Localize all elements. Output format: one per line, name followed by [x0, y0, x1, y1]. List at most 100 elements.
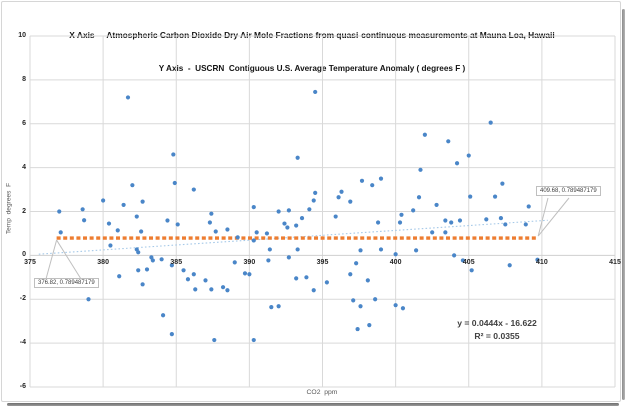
scatter-point [378, 247, 384, 252]
scatter-point [299, 215, 305, 221]
y-tick-label: 0 [22, 251, 26, 259]
callout-left-leader [56, 239, 82, 280]
scatter-point [498, 215, 504, 221]
scatter-point [313, 89, 318, 95]
scatter-point [460, 258, 465, 263]
scatter-point [254, 230, 259, 235]
scatter-point [212, 337, 217, 343]
scatter-point [171, 152, 176, 157]
scatter-point [526, 204, 531, 209]
scatter-point [193, 287, 198, 292]
scatter-point [535, 257, 540, 262]
scatter-point [251, 337, 256, 343]
scatter-point [267, 247, 272, 252]
scatter-point [378, 176, 384, 181]
scatter-point [165, 218, 170, 223]
scatter-point [251, 238, 256, 243]
scatter-point [139, 229, 144, 234]
scatter-point [125, 95, 131, 100]
scatter-point [452, 253, 457, 258]
scatter-point [294, 223, 299, 228]
trendline [38, 219, 548, 255]
callout-right-leader [537, 197, 549, 237]
scatter-point [468, 194, 473, 199]
scatter-point [333, 214, 338, 219]
x-tick-label: 410 [536, 259, 548, 267]
scatter-point [150, 258, 155, 263]
y-tick-label: 2 [22, 207, 26, 215]
scatter-point [106, 221, 112, 226]
scatter-point [209, 287, 214, 292]
scatter-point [220, 285, 226, 290]
scatter-point [354, 261, 359, 266]
plot-area [29, 35, 616, 388]
scatter-point [57, 209, 62, 214]
scatter-point [209, 211, 214, 216]
scatter-point [191, 272, 196, 277]
scatter-point [324, 280, 329, 285]
scatter-point [500, 181, 505, 186]
scatter-point [247, 272, 252, 277]
scatter-point [285, 225, 290, 230]
scatter-point [225, 227, 230, 232]
scatter-point [311, 288, 316, 293]
scatter-point [144, 267, 150, 272]
x-axis-title: CO2 ppm [306, 389, 338, 396]
scatter-point [375, 220, 381, 225]
scatter-point [160, 313, 166, 318]
scatter-point [276, 304, 281, 309]
scatter-point [422, 132, 427, 137]
scatter-point [115, 228, 120, 233]
scatter-point [251, 205, 256, 210]
scatter-point [351, 298, 356, 303]
scatter-point [276, 209, 281, 214]
scatter-point [58, 230, 63, 235]
scatter-point [411, 208, 416, 213]
trendline-equation: y = 0.0444x - 16.622 R² = 0.0355 [430, 317, 564, 343]
scatter-point [295, 247, 300, 252]
frame-shadow-bottom [7, 403, 619, 406]
scatter-point [121, 202, 126, 208]
y-tick-label: 6 [22, 119, 26, 127]
scatter-point [414, 248, 419, 253]
scatter-point [295, 155, 300, 160]
scatter-point [235, 235, 240, 240]
scatter-point [307, 207, 312, 212]
scatter-point [365, 278, 370, 283]
x-tick-label: 400 [389, 259, 402, 267]
scatter-point [367, 323, 372, 328]
scatter-point [446, 139, 451, 144]
scatter-point [286, 208, 291, 213]
scatter-point [393, 303, 398, 308]
scatter-point [181, 268, 186, 273]
x-tick-label: 390 [243, 259, 256, 267]
x-tick-label: 375 [24, 259, 36, 267]
scatter-point [101, 198, 106, 203]
scatter-point [266, 258, 271, 263]
scatter-point [130, 183, 135, 188]
scatter-point [523, 222, 528, 227]
scatter-point [225, 288, 230, 293]
scatter-point [348, 199, 353, 204]
scatter-point [213, 229, 218, 234]
scatter-point [134, 214, 139, 219]
scatter-point [359, 178, 365, 183]
data-label-callout-right: 409.68, 0.789487179 [536, 186, 601, 196]
scatter-point [80, 207, 85, 212]
frame-shadow-right [622, 9, 625, 400]
scatter-point [370, 183, 375, 188]
scatter-point [242, 271, 248, 276]
scatter-point [449, 220, 454, 225]
y-tick-label: 10 [18, 32, 26, 39]
scatter-point [86, 297, 91, 302]
scatter-point [286, 255, 291, 260]
scatter-point [140, 199, 145, 204]
y-tick-label: 8 [22, 75, 26, 83]
callout-right-leader [537, 197, 570, 237]
scatter-point [503, 222, 508, 227]
x-tick-label: 380 [97, 259, 109, 267]
scatter-point [136, 268, 141, 273]
scatter-point [507, 263, 512, 268]
y-tick-label: -2 [19, 295, 26, 303]
scatter-point [169, 332, 174, 337]
